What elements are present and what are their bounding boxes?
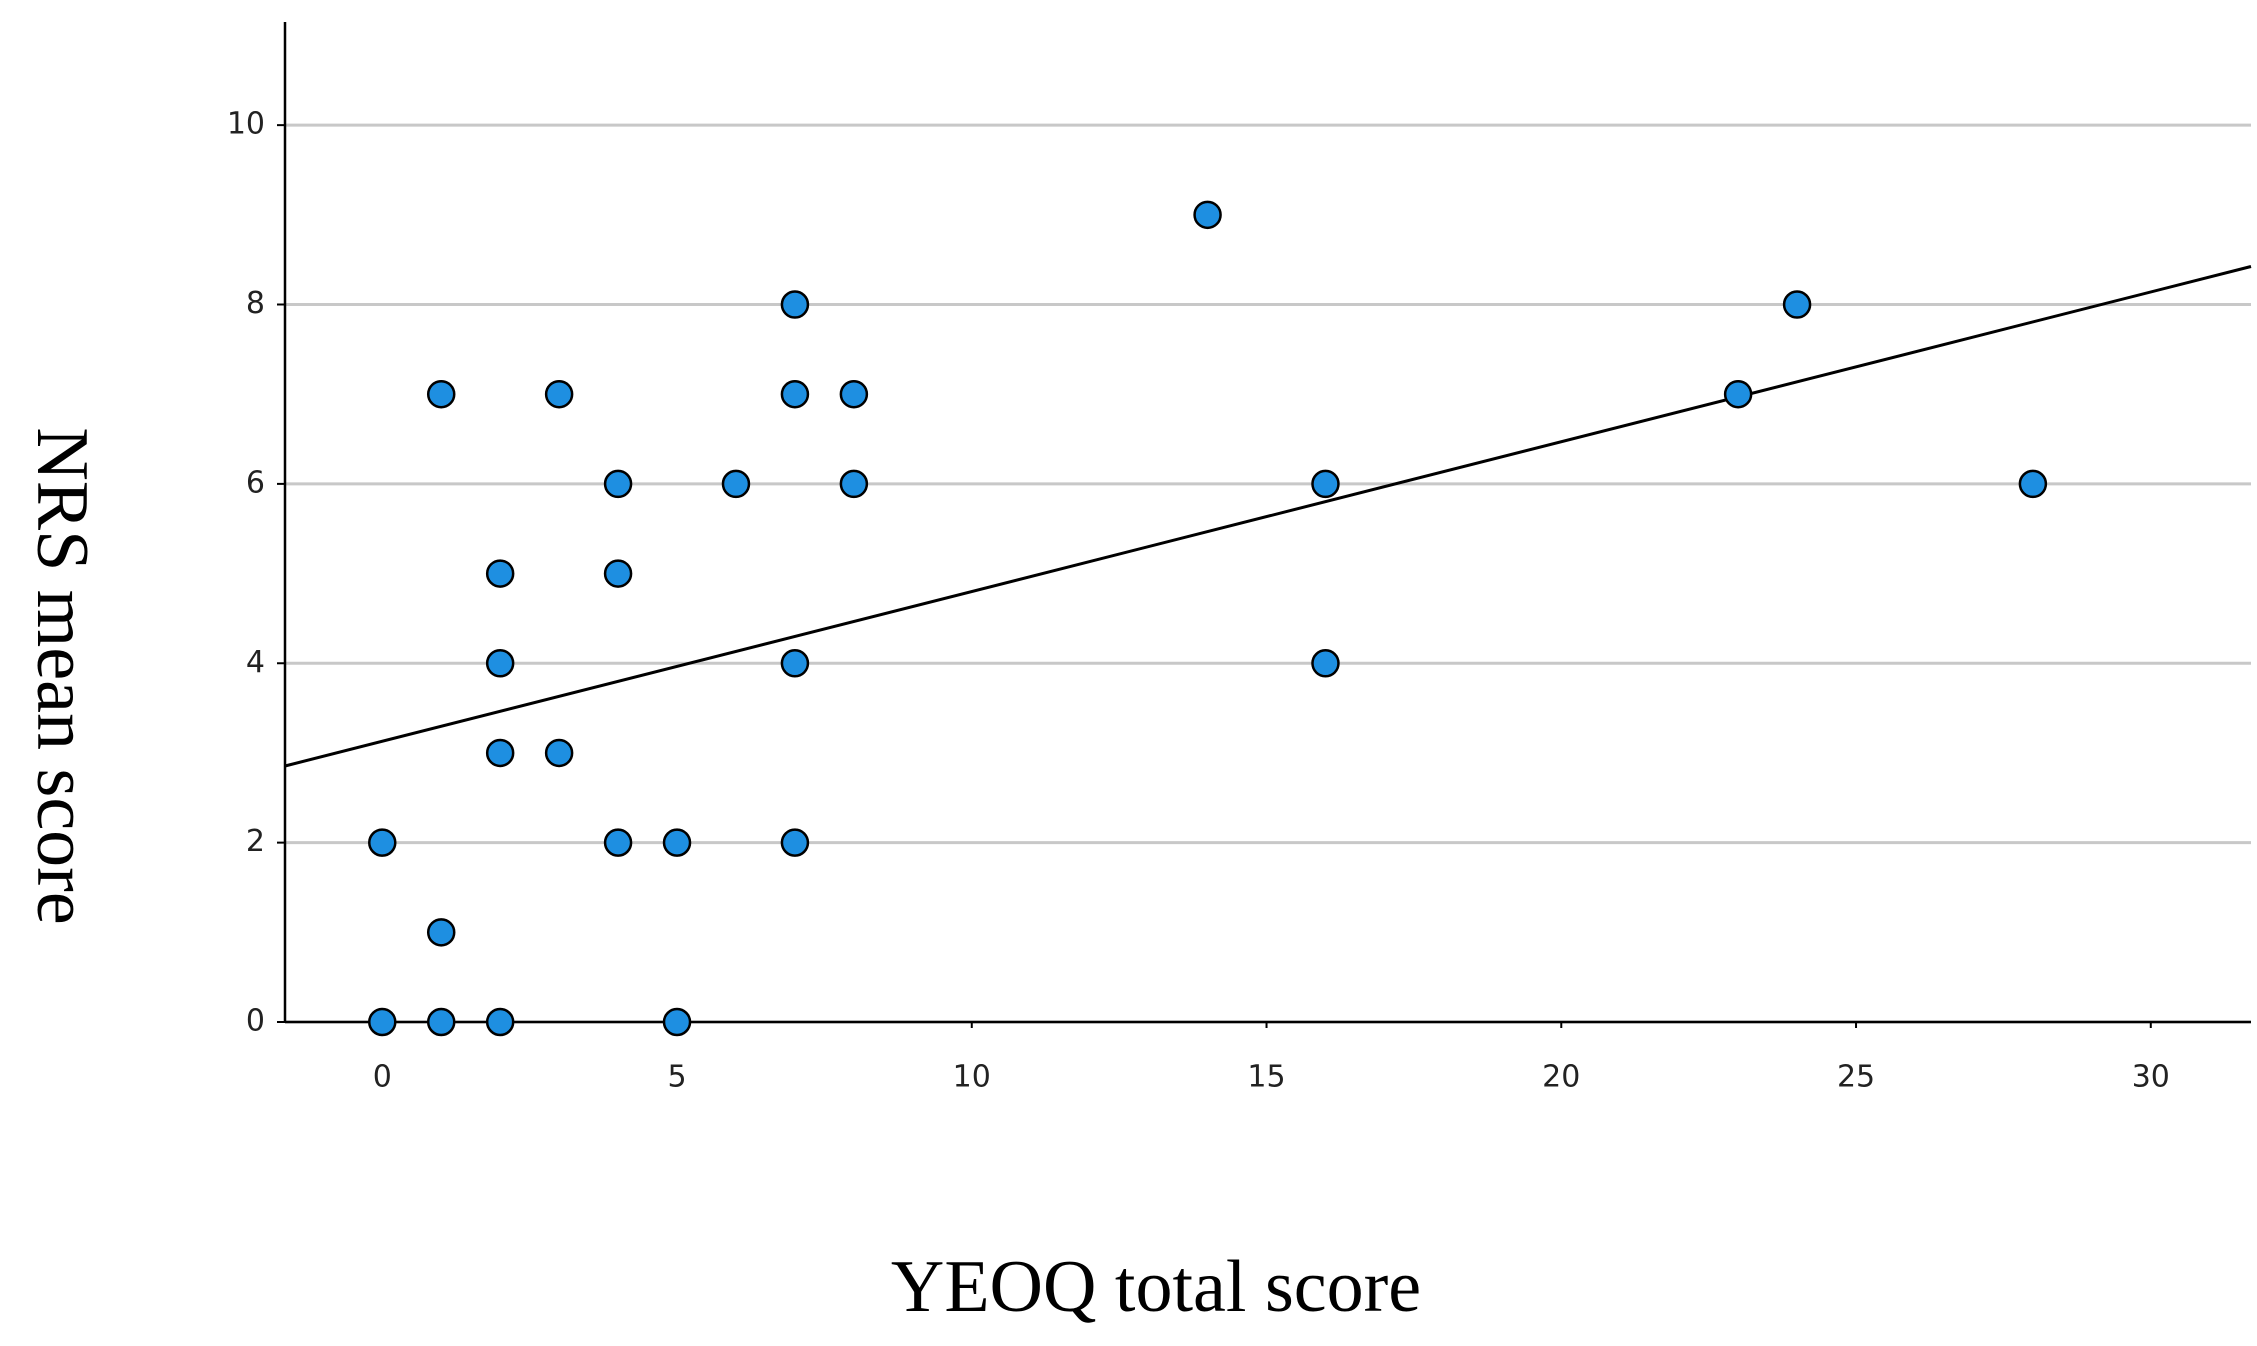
x-tick-label: 30 xyxy=(2132,1060,2170,1095)
point xyxy=(485,1007,515,1037)
point xyxy=(485,738,515,768)
point xyxy=(1723,379,1753,409)
y-tick-label: 8 xyxy=(246,286,265,321)
y-tick-label: 10 xyxy=(227,107,265,142)
x-axis-label: YEOQ total score xyxy=(891,1246,1421,1328)
x-tick-label: 5 xyxy=(667,1060,686,1095)
y-tick-label: 2 xyxy=(246,824,265,859)
point xyxy=(839,379,869,409)
point xyxy=(1311,469,1340,499)
point xyxy=(1193,200,1222,230)
point xyxy=(544,379,574,409)
x-tick-label: 25 xyxy=(1837,1060,1875,1095)
point xyxy=(1311,649,1340,678)
y-axis-label: NRS mean score xyxy=(21,427,103,924)
point xyxy=(1782,290,1812,319)
point xyxy=(544,738,574,768)
point xyxy=(485,559,515,588)
point xyxy=(662,828,692,857)
point xyxy=(721,469,751,499)
y-tick-label: 6 xyxy=(246,465,265,500)
point xyxy=(368,1007,397,1037)
point xyxy=(780,379,810,409)
point xyxy=(426,379,456,409)
x-tick-label: 15 xyxy=(1247,1060,1285,1095)
y-tick-label: 0 xyxy=(246,1004,265,1039)
fit-line xyxy=(284,265,2252,768)
x-tick-label: 20 xyxy=(1542,1060,1580,1095)
point xyxy=(780,828,810,857)
point xyxy=(839,469,869,499)
point xyxy=(603,828,633,857)
point xyxy=(426,918,456,947)
point xyxy=(603,469,633,499)
point xyxy=(662,1007,692,1037)
point xyxy=(603,559,633,588)
point xyxy=(368,828,397,857)
point xyxy=(780,649,810,678)
x-tick-label: 0 xyxy=(373,1060,392,1095)
point xyxy=(426,1007,456,1037)
point xyxy=(2018,469,2048,499)
point xyxy=(780,290,810,319)
point xyxy=(485,649,515,678)
y-tick-label: 4 xyxy=(246,645,265,680)
x-tick-label: 10 xyxy=(953,1060,991,1095)
